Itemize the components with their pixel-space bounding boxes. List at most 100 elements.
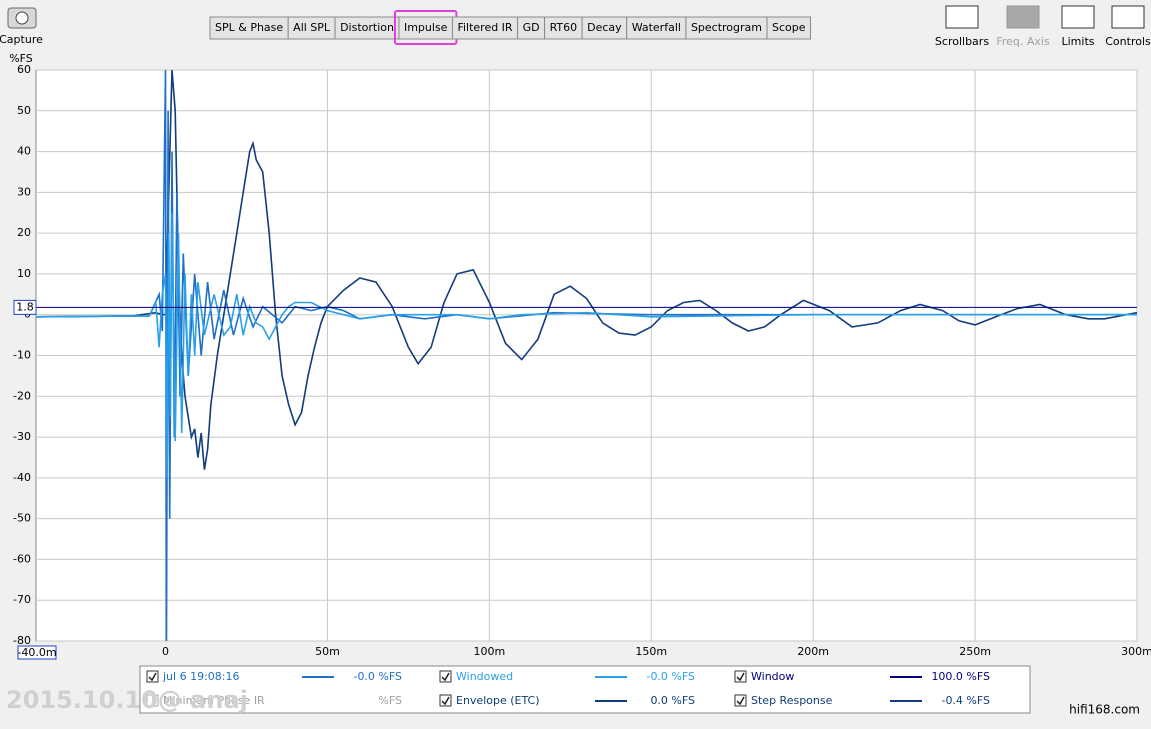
- tool-icon: [945, 5, 979, 29]
- y-axis-label: %FS: [9, 52, 33, 65]
- x-start-box: [17, 645, 57, 660]
- y-tick-label: 60: [17, 63, 31, 76]
- tab-label: Impulse: [404, 21, 448, 34]
- tab-label: Spectrogram: [691, 21, 762, 34]
- camera-lens: [15, 11, 29, 25]
- tab[interactable]: Spectrogram: [685, 16, 768, 40]
- tab-label: RT60: [550, 21, 578, 34]
- series-line: [36, 70, 1137, 641]
- y-tick-label: -50: [13, 512, 31, 525]
- legend-name: Minimum Phase IR: [163, 694, 265, 707]
- tab-label: Scope: [772, 21, 806, 34]
- tool-label: Freq. Axis: [996, 35, 1050, 48]
- axes: -80-70-60-50-40-30-20-100102030405060050…: [13, 63, 1151, 660]
- x-tick-label: 250m: [959, 645, 991, 658]
- legend-name: Windowed: [456, 670, 513, 683]
- cursor-box: [13, 299, 37, 315]
- legend-name: Window: [751, 670, 794, 683]
- tool-button[interactable]: Limits: [1061, 5, 1095, 48]
- tool-button[interactable]: Controls: [1105, 5, 1151, 48]
- y-tick-label: -10: [13, 349, 31, 362]
- x-tick-label: 50m: [315, 645, 340, 658]
- y-tick-label: 50: [17, 104, 31, 117]
- x-start-label: -40.0m: [17, 646, 56, 659]
- watermark-date: 2015.10.10@ anaj: [6, 686, 248, 714]
- tab-face: [766, 16, 812, 40]
- series-line: [36, 70, 1137, 470]
- tab[interactable]: RT60: [544, 16, 583, 40]
- legend-check: [736, 672, 745, 682]
- tab-label: Filtered IR: [457, 21, 512, 34]
- tool-label: Scrollbars: [935, 35, 989, 48]
- y-tick-label: 10: [17, 267, 31, 280]
- legend-entry[interactable]: Windowed -0.0 %FS: [439, 670, 695, 683]
- tab[interactable]: Waterfall: [626, 16, 687, 40]
- tab[interactable]: Scope: [766, 16, 812, 40]
- legend-entry[interactable]: Window 100.0 %FS: [734, 670, 990, 683]
- legend: jul 6 19:08:16 -0.0 %FS Windowed -0.0 %FS Wi…: [146, 670, 990, 707]
- legend-name: jul 6 19:08:16: [162, 670, 239, 683]
- tool-icon: [1111, 5, 1145, 29]
- y-tick-label: 30: [17, 185, 31, 198]
- legend-check: [736, 696, 745, 706]
- tool-button[interactable]: Scrollbars: [935, 5, 989, 48]
- legend-checkbox: [439, 670, 452, 683]
- legend-box: [139, 665, 1031, 714]
- tool-label: Limits: [1062, 35, 1095, 48]
- tab[interactable]: GD: [517, 16, 546, 40]
- legend-readout: %FS: [378, 694, 402, 707]
- tab[interactable]: Impulse: [398, 16, 453, 40]
- y-tick-label: -70: [13, 593, 31, 606]
- tab-label: Waterfall: [632, 21, 681, 34]
- capture-label: Capture: [0, 33, 43, 46]
- x-tick-label: 100m: [473, 645, 505, 658]
- tool-buttons: Scrollbars Freq. Axis Limits Controls: [935, 5, 1151, 48]
- legend-name: Envelope (ETC): [456, 694, 540, 707]
- legend-readout: -0.0 %FS: [353, 670, 402, 683]
- capture-button[interactable]: Capture: [0, 7, 43, 46]
- legend-entry[interactable]: jul 6 19:08:16 -0.0 %FS: [146, 670, 402, 683]
- tool-button: Freq. Axis: [996, 5, 1050, 48]
- cursor-label: 1.8: [16, 300, 34, 313]
- tab-label: Distortion: [340, 21, 394, 34]
- y-tick-label: -30: [13, 430, 31, 443]
- tab[interactable]: Decay: [581, 16, 628, 40]
- legend-check: [148, 672, 157, 682]
- legend-entry[interactable]: Minimum Phase IR %FS: [146, 694, 402, 707]
- y-tick-label: -20: [13, 389, 31, 402]
- legend-readout: 100.0 %FS: [931, 670, 990, 683]
- legend-entry[interactable]: Envelope (ETC) 0.0 %FS: [439, 694, 695, 707]
- y-tick-label: -40: [13, 471, 31, 484]
- series-line: [36, 212, 1137, 478]
- legend-readout: 0.0 %FS: [650, 694, 695, 707]
- tab[interactable]: Filtered IR: [451, 16, 519, 40]
- tab-label: All SPL: [293, 21, 331, 34]
- x-tick-label: 0: [162, 645, 169, 658]
- legend-checkbox: [734, 694, 747, 707]
- y-tick-label: 20: [17, 226, 31, 239]
- legend-checkbox: [734, 670, 747, 683]
- legend-readout: -0.4 %FS: [941, 694, 990, 707]
- tool-label: Controls: [1105, 35, 1151, 48]
- legend-name: Step Response: [751, 694, 833, 707]
- tab-label: SPL & Phase: [215, 21, 283, 34]
- y-tick-label: 40: [17, 145, 31, 158]
- legend-checkbox: [146, 670, 159, 683]
- y-tick-label: -60: [13, 552, 31, 565]
- x-tick-label: 150m: [635, 645, 667, 658]
- legend-readout: -0.0 %FS: [646, 670, 695, 683]
- tab[interactable]: Distortion: [334, 16, 400, 40]
- tab[interactable]: All SPL: [287, 16, 336, 40]
- legend-checkbox: [146, 694, 159, 707]
- tool-icon: [1061, 5, 1095, 29]
- y-tick-label: -80: [13, 634, 31, 647]
- curves: [36, 70, 1137, 641]
- tab-bar: SPL & Phase All SPL Distortion Impulse Filte…: [209, 10, 812, 45]
- x-tick-label: 300m: [1121, 645, 1151, 658]
- legend-checkbox: [439, 694, 452, 707]
- x-tick-label: 200m: [797, 645, 829, 658]
- legend-check: [441, 672, 450, 682]
- legend-entry[interactable]: Step Response -0.4 %FS: [734, 694, 990, 707]
- tab[interactable]: SPL & Phase: [209, 16, 289, 40]
